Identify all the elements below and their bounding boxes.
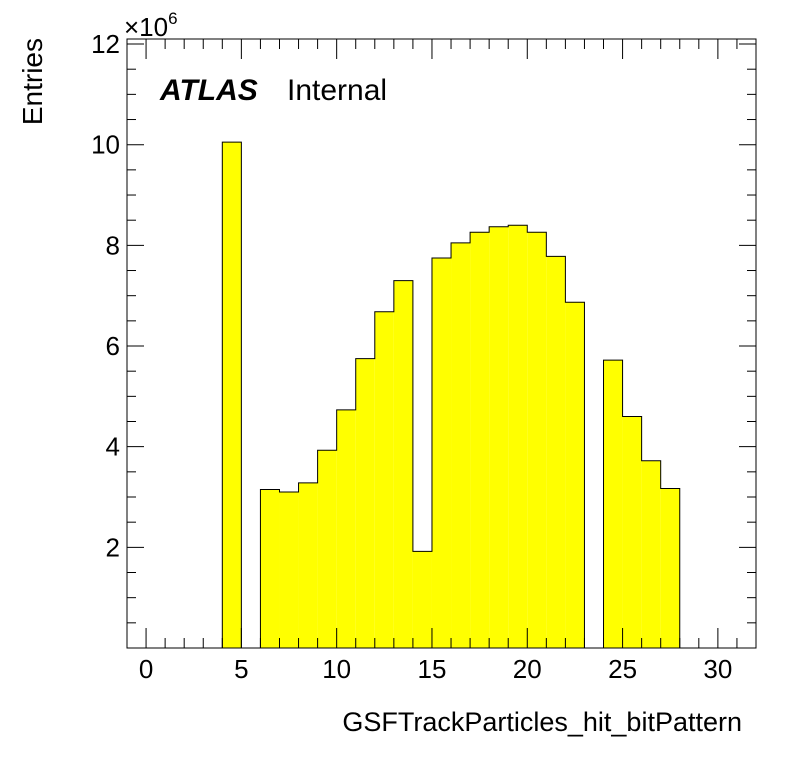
plot-frame [126,38,757,649]
histogram-bin [641,460,661,648]
x-tick-label: 0 [139,654,153,684]
y-tick-label: 2 [106,532,120,562]
histogram-bin [374,311,394,648]
x-tick-label: 20 [513,654,542,684]
histogram-bin [393,280,413,648]
y-tick-label: 8 [106,230,120,260]
histogram-bin [603,360,623,648]
x-tick-label: 25 [608,654,637,684]
y-multiplier-exponent: 6 [168,9,177,28]
y-tick-labels: 2 4 6 8 10 12 [91,29,120,562]
histogram-bin [660,488,680,648]
x-tick-label: 15 [418,654,447,684]
y-tick-label: 12 [91,29,120,59]
histogram-bin [470,232,490,649]
histogram-bin [298,482,318,648]
histogram-bin [355,358,375,648]
y-axis-title: Entries [17,38,48,125]
histogram-bin [622,416,642,648]
axis-ticks [126,39,757,649]
histogram-bin [431,257,452,648]
x-tick-label: 5 [234,654,248,684]
histogram-bin [279,491,299,648]
histogram-bin [222,142,242,649]
x-tick-label: 30 [703,654,732,684]
y-tick-label: 4 [106,432,120,462]
histogram-bin [317,450,337,648]
histogram-bin [527,232,547,649]
y-multiplier-label: ×106 [124,9,178,42]
histogram-outline [221,141,681,648]
status-label: Internal [287,74,387,107]
histogram-bin [565,302,585,648]
histogram-bars [221,141,681,649]
x-tick-label: 10 [322,654,351,684]
histogram-bin [508,225,528,648]
histogram-bin [451,242,471,648]
atlas-label: ATLAS [159,74,258,107]
histogram-bin [412,551,432,648]
y-tick-label: 10 [91,130,120,160]
histogram-bin [336,409,356,648]
x-tick-labels: 0 5 10 15 20 25 30 [139,654,733,684]
histogram-bin [546,256,566,648]
y-tick-label: 6 [106,331,120,361]
x-axis-title: GSFTrackParticles_hit_bitPattern [342,707,742,737]
y-multiplier-base: ×10 [124,12,168,42]
histogram-bin [489,226,509,648]
histogram-bin [260,489,280,648]
